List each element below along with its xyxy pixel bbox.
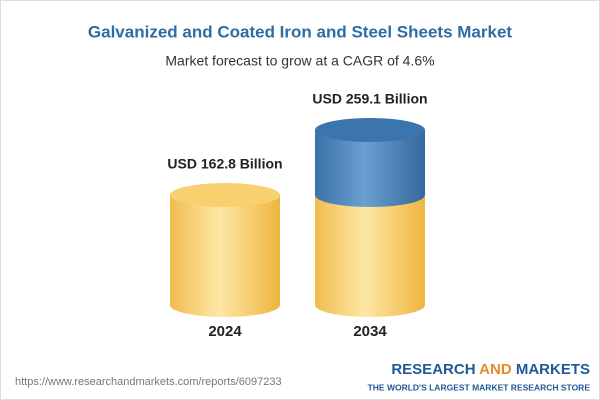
brand-part: RESEARCH bbox=[391, 361, 475, 378]
cylinder-body bbox=[170, 195, 280, 317]
value-label: USD 259.1 Billion bbox=[312, 91, 427, 107]
chart-title: Galvanized and Coated Iron and Steel She… bbox=[88, 22, 513, 41]
cylinder-growth bbox=[315, 130, 425, 208]
category-label: 2034 bbox=[353, 323, 387, 340]
cylinder-top bbox=[315, 118, 425, 142]
brand-part: AND bbox=[479, 361, 512, 378]
brand-tagline: THE WORLD'S LARGEST MARKET RESEARCH STOR… bbox=[368, 382, 591, 392]
cylinder-top bbox=[170, 183, 280, 208]
chart-subtitle: Market forecast to grow at a CAGR of 4.6… bbox=[165, 53, 434, 69]
value-label: USD 162.8 Billion bbox=[167, 156, 282, 172]
brand: RESEARCH AND MARKETS bbox=[391, 361, 590, 378]
category-label: 2024 bbox=[208, 323, 242, 340]
source-url: https://www.researchandmarkets.com/repor… bbox=[15, 376, 282, 388]
cylinder-body bbox=[315, 195, 425, 317]
brand-part: MARKETS bbox=[516, 361, 590, 378]
